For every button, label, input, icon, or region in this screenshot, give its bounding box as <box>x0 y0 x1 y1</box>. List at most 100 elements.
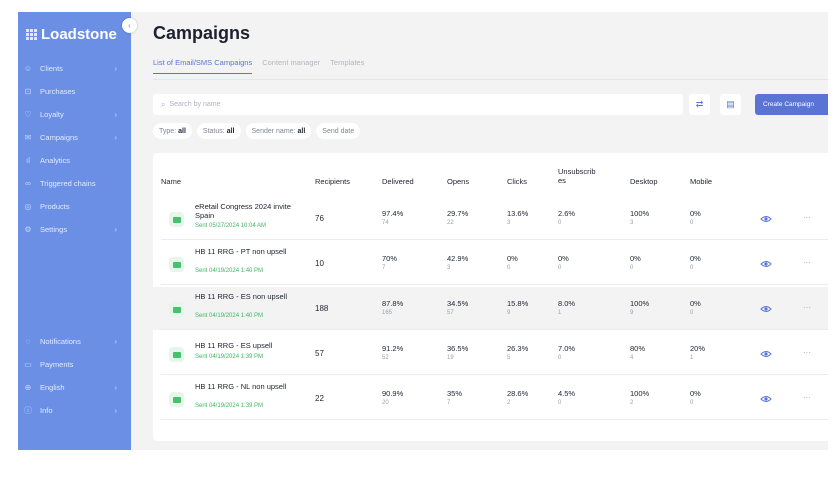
mobile-percent: 0% <box>690 389 701 398</box>
opens-count: 22 <box>447 220 454 226</box>
eye-icon[interactable] <box>760 350 772 358</box>
sidebar-item-analytics[interactable]: ıl Analytics <box>18 149 131 172</box>
tab-list-of-email-sms-campaigns[interactable]: List of Email/SMS Campaigns <box>153 58 253 74</box>
filter-type[interactable]: Type: all <box>153 123 192 139</box>
collapse-sidebar-button[interactable]: ‹ <box>122 18 137 33</box>
opens-count: 19 <box>447 355 454 361</box>
users-icon: ☺ <box>23 64 33 73</box>
logo-text: Loadstone <box>41 26 117 43</box>
cart-icon: ⊡ <box>24 87 32 96</box>
header-unsubscribes-line2: es <box>558 176 566 185</box>
refresh-button[interactable]: ⇄ <box>689 94 710 115</box>
delivered-count: 74 <box>382 220 389 226</box>
sidebar-item-label: Payments <box>40 360 74 369</box>
table-row[interactable]: HB 11 RRG - ES upsell Sent 04/19/2024 1:3… <box>153 332 828 375</box>
mail-badge-icon <box>169 212 184 227</box>
filter-status[interactable]: Status: all <box>196 123 241 139</box>
sidebar-item-label: Settings <box>40 225 68 234</box>
chevron-right-icon: › <box>114 383 117 392</box>
table-row[interactable]: eRetail Congress 2024 invite Spain Sent 0… <box>153 197 828 240</box>
sidebar-item-purchases[interactable]: ⊡ Purchases <box>18 80 131 103</box>
unsub-percent: 8.0% <box>558 299 576 308</box>
more-options-icon[interactable]: ··· <box>803 393 811 402</box>
unsub-count: 0 <box>558 220 562 226</box>
table-row[interactable]: HB 11 RRG - PT non upsell Sent 04/19/2024… <box>153 242 828 285</box>
filter-send-date[interactable]: Send date <box>316 123 361 139</box>
chevron-right-icon: › <box>114 406 117 415</box>
header-clicks: Clicks <box>507 177 527 186</box>
chevron-right-icon: › <box>114 110 117 119</box>
more-options-icon[interactable]: ··· <box>803 348 811 357</box>
sidebar-item-label: Loyalty <box>40 110 64 119</box>
unsub-percent: 0% <box>558 254 569 263</box>
sent-date: Sent 05/27/2024 10:04 AM <box>195 223 267 229</box>
sidebar-item-label: Notifications <box>40 337 81 346</box>
search-placeholder: Search by name <box>169 101 221 108</box>
campaign-name[interactable]: eRetail Congress 2024 invite Spain <box>195 202 291 220</box>
more-options-icon[interactable]: ··· <box>803 258 811 267</box>
clicks-count: 5 <box>507 355 511 361</box>
page-title: Campaigns <box>153 23 251 43</box>
tab-templates[interactable]: Templates <box>330 58 365 67</box>
table-row[interactable]: HB 11 RRG - NL non upsell Sent 04/19/2024… <box>153 377 828 420</box>
search-input[interactable]: ⌕ Search by name <box>153 94 683 115</box>
campaign-name[interactable]: HB 11 RRG - PT non upsell <box>195 247 287 256</box>
filter-key: Sender name: <box>251 127 296 135</box>
eye-icon[interactable] <box>760 215 772 223</box>
table-row[interactable]: HB 11 RRG - ES non upsell Sent 04/19/2024… <box>153 287 828 330</box>
more-options-icon[interactable]: ··· <box>803 213 811 222</box>
sidebar-nav-bottom: ◌ Notifications › ▭ Payments ⊕ English › ⓘ Info › <box>18 330 131 422</box>
mobile-count: 0 <box>690 265 694 271</box>
recipients-value: 22 <box>315 394 324 403</box>
header-unsubscribes: Unsubscrib es <box>558 167 596 185</box>
filter-value: all <box>226 127 235 135</box>
delivered-count: 20 <box>382 400 389 406</box>
header-name: Name <box>161 177 182 186</box>
opens-percent: 42.9% <box>447 254 469 263</box>
sidebar-item-english[interactable]: ⊕ English › <box>18 376 131 399</box>
sidebar-item-settings[interactable]: ⚙ Settings › <box>18 218 131 241</box>
sidebar-item-clients[interactable]: ☺ Clients › <box>18 57 131 80</box>
mobile-percent: 0% <box>690 299 701 308</box>
sidebar-item-loyalty[interactable]: ♡ Loyalty › <box>18 103 131 126</box>
search-icon: ⌕ <box>161 99 166 109</box>
delivered-percent: 90.9% <box>382 389 404 398</box>
tab-divider <box>153 79 828 80</box>
campaign-name[interactable]: HB 11 RRG - NL non upsell <box>195 382 287 391</box>
mail-badge-icon <box>169 347 184 362</box>
more-options-icon[interactable]: ··· <box>803 303 811 312</box>
logo[interactable]: Loadstone <box>26 26 117 43</box>
recipients-value: 10 <box>315 259 324 268</box>
desktop-count: 3 <box>630 220 634 226</box>
sidebar-item-campaigns[interactable]: ✉ Campaigns › <box>18 126 131 149</box>
sidebar-nav: ☺ Clients › ⊡ Purchases ♡ Loyalty › ✉ Campaigns › ı… <box>18 57 131 241</box>
eye-icon[interactable] <box>760 305 772 313</box>
sidebar-item-products[interactable]: ◎ Products <box>18 195 131 218</box>
eye-icon[interactable] <box>760 395 772 403</box>
filter-key: Type: <box>159 127 177 135</box>
info-icon: ⓘ <box>24 406 32 415</box>
delivered-percent: 87.8% <box>382 299 404 308</box>
opens-count: 7 <box>447 400 451 406</box>
campaign-name[interactable]: HB 11 RRG - ES upsell <box>195 341 273 350</box>
row-divider <box>161 374 828 375</box>
sidebar-item-triggered-chains[interactable]: ∞ Triggered chains <box>18 172 131 195</box>
bell-icon: ◌ <box>25 337 31 346</box>
desktop-percent: 100% <box>630 299 650 308</box>
sidebar-item-label: Triggered chains <box>40 179 96 188</box>
eye-icon[interactable] <box>760 260 772 268</box>
sidebar-item-label: English <box>40 383 65 392</box>
sidebar-item-notifications[interactable]: ◌ Notifications › <box>18 330 131 353</box>
desktop-count: 0 <box>630 265 634 271</box>
create-campaign-button[interactable]: Create Campaign <box>755 94 828 115</box>
tab-content-manager[interactable]: Content manager <box>262 58 321 67</box>
calendar-button[interactable]: ▤ <box>720 94 741 115</box>
sidebar-item-payments[interactable]: ▭ Payments <box>18 353 131 376</box>
sidebar-item-label: Products <box>40 202 70 211</box>
campaign-name[interactable]: HB 11 RRG - ES non upsell <box>195 292 287 301</box>
delivered-percent: 91.2% <box>382 344 404 353</box>
sidebar-item-info[interactable]: ⓘ Info › <box>18 399 131 422</box>
opens-count: 3 <box>447 265 451 271</box>
unsub-percent: 4.5% <box>558 389 576 398</box>
filter-sender-name[interactable]: Sender name: all <box>245 123 312 139</box>
